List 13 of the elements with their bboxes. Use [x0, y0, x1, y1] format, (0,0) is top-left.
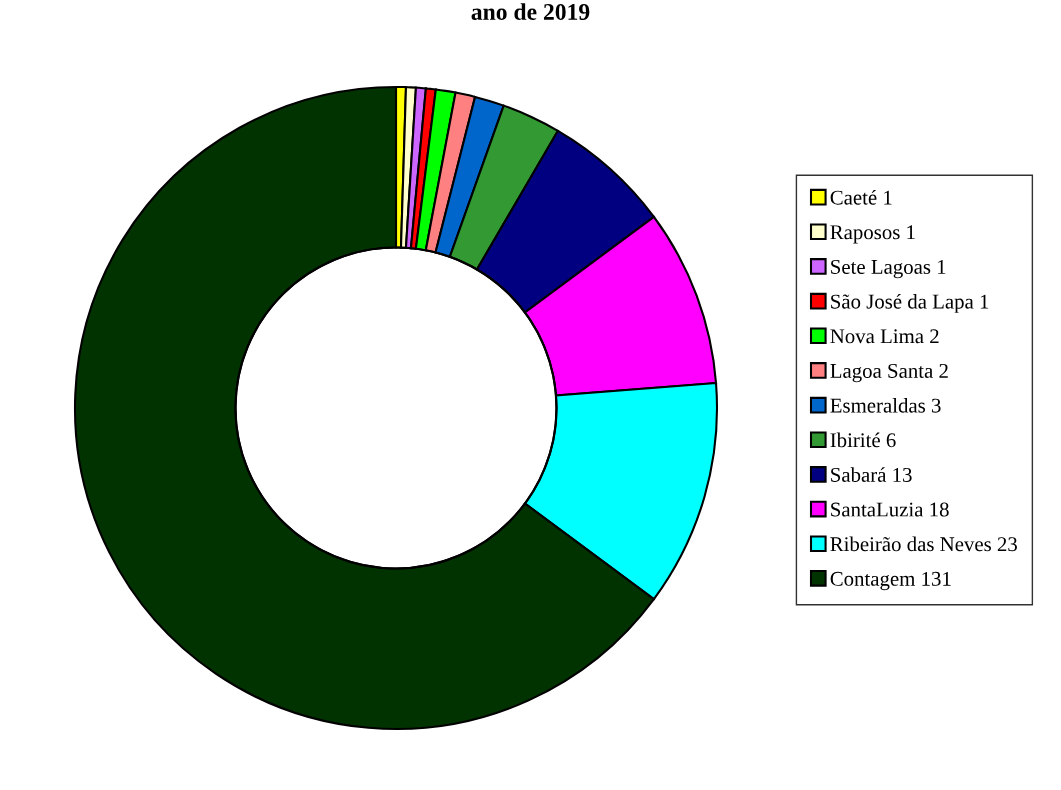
- legend-label: Raposos 1: [830, 225, 915, 244]
- legend-label: Caeté 1: [830, 189, 892, 205]
- legend-label: Esmeraldas 3: [830, 397, 941, 413]
- legend-label: Nova Lima 2: [830, 329, 939, 344]
- legend-label: Lagoa Santa 2: [830, 363, 948, 383]
- legend-label: Sete Lagoas 1: [831, 259, 946, 279]
- legend-label: Contagem 131: [830, 571, 951, 591]
- legend-label: São José da Lapa 1: [831, 293, 989, 313]
- legend-label: Ribeirão das Neves 23: [830, 536, 1017, 552]
- chart-title: ano de 2019: [471, 3, 590, 20]
- legend-label: Sabará 13: [831, 467, 912, 482]
- legend-label: Ibirité 6: [830, 432, 896, 448]
- legend-label: SantaLuzia 18: [831, 502, 949, 517]
